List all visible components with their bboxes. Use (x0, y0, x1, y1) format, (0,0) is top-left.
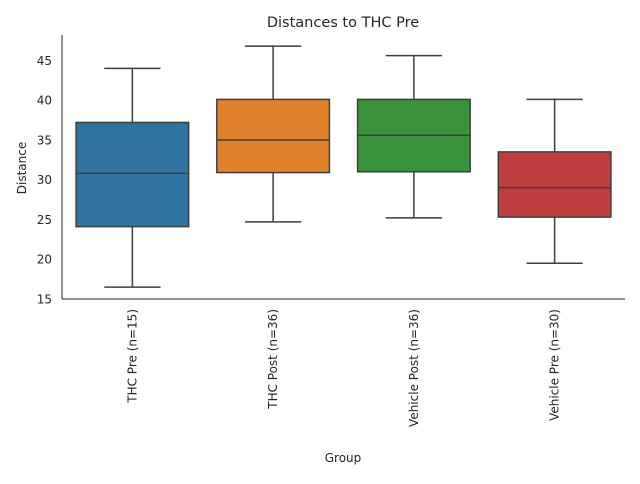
box-group (356, 54, 471, 219)
box (497, 151, 612, 218)
y-tick-label: 40 (37, 94, 52, 108)
box-group (75, 67, 190, 288)
box-group (216, 45, 331, 223)
y-tick-label: 30 (37, 173, 52, 187)
axes: 15 20 25 30 35 40 45 THC Pre (n=15) THC Post (n=… (37, 35, 625, 427)
x-tick-label: THC Pre (n=15) (125, 309, 139, 404)
x-tick-label: THC Post (n=36) (266, 309, 280, 410)
y-tick-label: 15 (37, 293, 52, 307)
chart-title: Distances to THC Pre (267, 15, 419, 31)
x-tick-label: Vehicle Post (n=36) (407, 309, 421, 427)
box (75, 121, 190, 228)
box-group (497, 98, 612, 264)
x-tick-label: Vehicle Pre (n=30) (548, 309, 562, 421)
y-tick-label: 20 (37, 253, 52, 267)
y-axis-label: Distance (15, 142, 29, 194)
y-tick-label: 45 (37, 54, 52, 68)
x-axis-label: Group (325, 451, 362, 465)
y-tick-label: 25 (37, 213, 52, 227)
y-tick-label: 35 (37, 133, 52, 147)
boxes (75, 45, 612, 288)
box (216, 98, 331, 174)
